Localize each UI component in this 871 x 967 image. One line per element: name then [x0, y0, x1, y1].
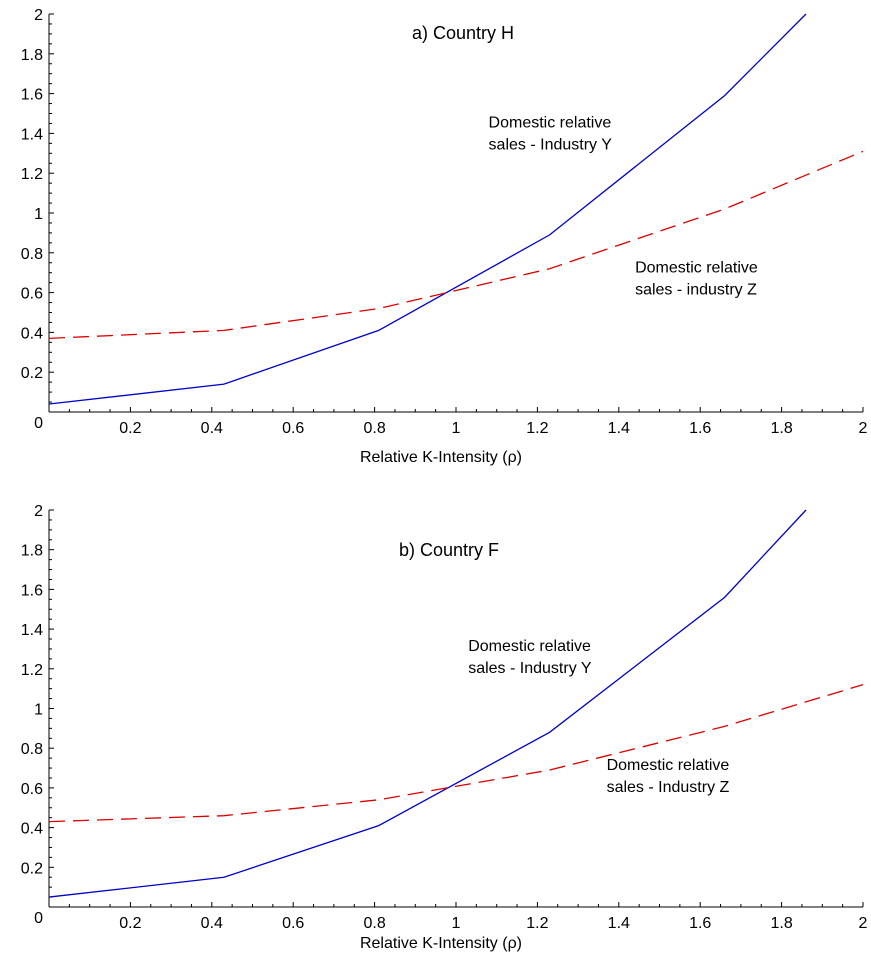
panel-b-x-tick-label: 1.6 [689, 915, 711, 932]
panel-b-y-tick-label: 0.4 [21, 821, 43, 838]
panel-b-y-tick-label: 0.6 [21, 781, 43, 798]
panel-b-x-tick-label: 1 [452, 915, 461, 932]
panel-b-annotation-industry-y: sales - Industry Y [468, 660, 592, 677]
panel-b-x-tick-label: 1.2 [526, 915, 548, 932]
panel-a-x-tick-label: 2 [859, 420, 868, 437]
panel-b-x-tick-label: 0.6 [282, 915, 304, 932]
panel-a-y-tick-label: 1.8 [21, 47, 43, 64]
panel-b-annotation-industry-z: Domestic relative [607, 757, 730, 774]
panel-a-y-tick-label: 0.4 [21, 325, 43, 342]
panel-a-y-tick-label: 0.8 [21, 246, 43, 263]
panel-a-x-tick-label: 1 [452, 420, 461, 437]
panel-a-y-tick-label: 1.4 [21, 126, 43, 143]
panel-a-x-axis-title: Relative K-Intensity (ρ) [360, 449, 522, 466]
panel-b-x-tick-label: 0.2 [119, 915, 141, 932]
panel-a-x-tick-label: 1.2 [526, 420, 548, 437]
panel-a-y-tick-label: 0 [34, 415, 43, 432]
panel-b-annotation-industry-z: sales - Industry Z [607, 779, 730, 796]
panel-a-title: a) Country H [412, 23, 514, 43]
panel-a-y-tick-label: 0.6 [21, 286, 43, 303]
panel-a-x-tick-label: 0.4 [201, 420, 223, 437]
panel-a-x-tick-label: 1.6 [689, 420, 711, 437]
panel-b-x-tick-label: 0.4 [201, 915, 223, 932]
panel-b-y-tick-label: 0.8 [21, 741, 43, 758]
panel-b-y-tick-label: 0.2 [21, 860, 43, 877]
panel-a-y-tick-label: 1 [34, 206, 43, 223]
panel-b-title: b) Country F [399, 540, 499, 560]
panel-b-x-tick-label: 0.8 [363, 915, 385, 932]
panel-a-annotation-industry-y: Domestic relative [489, 114, 612, 131]
panel-a-x-tick-label: 1.4 [608, 420, 630, 437]
panel-b-series-industry-y-line [48, 509, 807, 898]
panel-a-series-industry-z-line [48, 150, 864, 340]
panel-a-y-tick-label: 0.2 [21, 365, 43, 382]
panel-b-y-tick-label: 2 [34, 503, 43, 520]
panel-a-annotation-industry-z: sales - industry Z [635, 282, 757, 299]
panel-b-x-tick-label: 1.4 [608, 915, 630, 932]
panel-a-series-industry-y-line [48, 13, 807, 405]
panel-b-y-tick-label: 1.8 [21, 543, 43, 560]
panel-a-y-tick-label: 2 [34, 7, 43, 24]
panel-a-x-tick-label: 0.8 [363, 420, 385, 437]
panel-b-x-axis-title: Relative K-Intensity (ρ) [360, 935, 522, 952]
panel-b-y-tick-label: 1.2 [21, 662, 43, 679]
panel-a-y-tick-label: 1.6 [21, 87, 43, 104]
panel-b-annotation-industry-y: Domestic relative [468, 638, 591, 655]
panel-b-series-industry-z-line [48, 684, 864, 823]
panel-a-annotation-industry-y: sales - Industry Y [489, 136, 613, 153]
panel-b-y-tick-label: 1.6 [21, 582, 43, 599]
panel-a-x-tick-label: 0.2 [119, 420, 141, 437]
panel-b-x-tick-label: 2 [859, 915, 868, 932]
panel-a-x-tick-label: 1.8 [770, 420, 792, 437]
panel-a-annotation-industry-z: Domestic relative [635, 260, 758, 277]
panel-a-x-tick-label: 0.6 [282, 420, 304, 437]
panel-b-x-tick-label: 1.8 [770, 915, 792, 932]
panel-b-y-tick-label: 0 [34, 910, 43, 927]
panel-b-y-tick-label: 1 [34, 702, 43, 719]
panel-a-y-tick-label: 1.2 [21, 166, 43, 183]
panel-b-y-tick-label: 1.4 [21, 622, 43, 639]
